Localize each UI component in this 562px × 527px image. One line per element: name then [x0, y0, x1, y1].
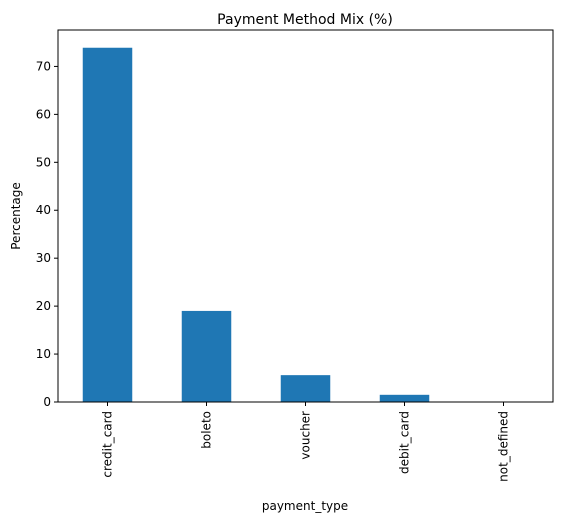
y-tick-label: 60: [36, 107, 51, 121]
x-tick-label: credit_card: [101, 411, 115, 478]
x-axis: credit_card boleto voucher debit_card not_de…: [101, 402, 511, 482]
chart-title: Payment Method Mix (%): [217, 12, 393, 28]
y-tick-label: 50: [36, 155, 51, 169]
bar-boleto: [181, 310, 232, 402]
plot-frame: [57, 29, 554, 403]
bar-debit-card: [379, 394, 430, 402]
y-axis: 0 10 20 30 40 50 60 70: [36, 59, 58, 409]
x-axis-label: payment_type: [262, 499, 348, 513]
x-tick-label: debit_card: [398, 411, 412, 474]
y-axis-label: Percentage: [9, 182, 23, 250]
y-tick-label: 20: [36, 299, 51, 313]
y-tick-label: 40: [36, 203, 51, 217]
x-tick-label: not_defined: [497, 411, 511, 482]
y-tick-label: 70: [36, 59, 51, 73]
bar-voucher: [280, 375, 331, 402]
x-tick-label: voucher: [299, 411, 313, 460]
y-tick-label: 30: [36, 251, 51, 265]
y-tick-label: 10: [36, 347, 51, 361]
bars-layer: [82, 47, 430, 403]
y-tick-label: 0: [43, 395, 51, 409]
x-tick-label: boleto: [200, 411, 214, 449]
bar-credit-card: [82, 47, 133, 403]
